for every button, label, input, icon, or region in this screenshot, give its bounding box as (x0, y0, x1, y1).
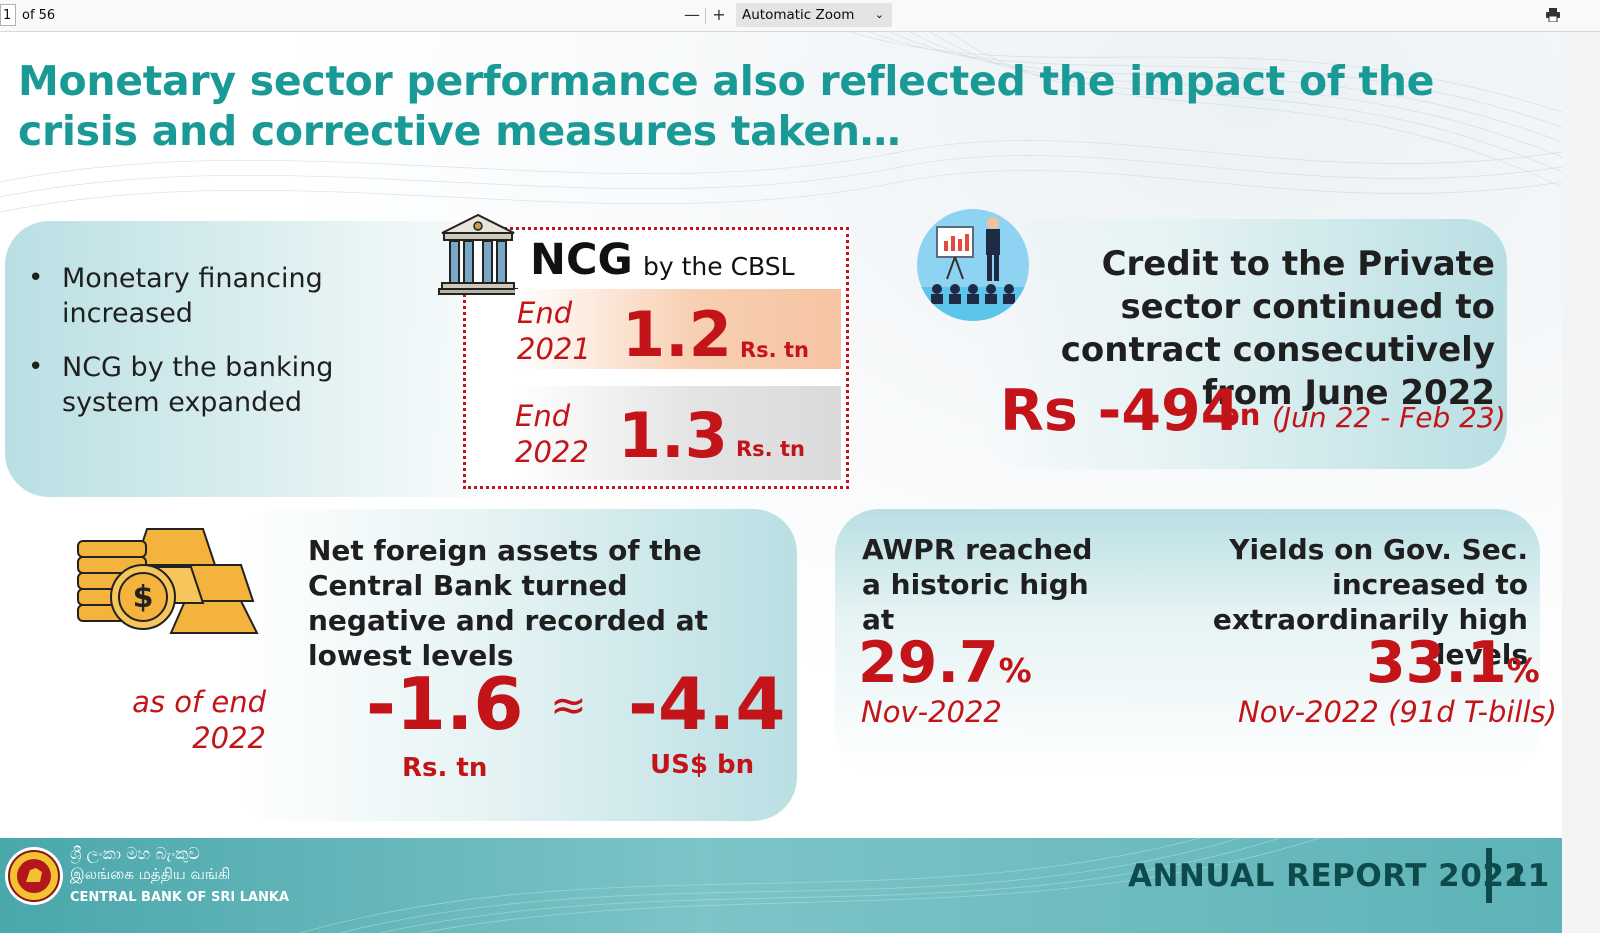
ncg-subtitle: by the CBSL (643, 252, 795, 281)
nfa-description: Net foreign assets of the Central Bank t… (308, 534, 708, 672)
nfa-value-rs: -1.6 (366, 662, 524, 746)
slide-page-number: 11 (1506, 858, 1550, 894)
awpr-value: 29.7% (858, 630, 1032, 696)
zoom-select[interactable]: Automatic Zoom ⌄ (736, 3, 892, 27)
bank-building-icon (438, 213, 518, 295)
credit-value: Rs -494 (1000, 378, 1241, 444)
yields-value: 33.1% (1366, 630, 1540, 696)
rates-panel (835, 509, 1540, 774)
monetary-bullet-list: Monetary financing increased NCG by the … (28, 261, 408, 439)
cbsl-emblem-icon (5, 847, 63, 905)
toolbar-separator (705, 8, 706, 24)
zoom-select-label: Automatic Zoom (742, 7, 855, 23)
slide-page: Monetary sector performance also reflect… (0, 32, 1562, 933)
bank-name-sinhala: ශ්‍රී ලංකා මහ බැංකුව (70, 844, 200, 863)
awpr-number: 29.7 (858, 630, 999, 696)
slide-headline: Monetary sector performance also reflect… (18, 57, 1435, 155)
presenter-icon (917, 209, 1029, 321)
ncg-row-label: End 2022 (515, 399, 589, 469)
page-number-input[interactable]: 1 (0, 4, 16, 26)
background-wave-lines (0, 32, 1562, 213)
footer-divider (1486, 848, 1492, 903)
credit-description: Credit to the Private sector continued t… (1060, 244, 1495, 413)
nfa-unit-rs: Rs. tn (402, 753, 488, 783)
ncg-row-2022 (515, 386, 841, 480)
awpr-date: Nov-2022 (861, 695, 1002, 729)
gold-coins-icon: $ (77, 528, 259, 634)
zoom-in-button[interactable]: + (712, 5, 726, 24)
svg-text:$: $ (133, 580, 154, 615)
ncg-row-unit: Rs. tn (736, 437, 805, 461)
pdf-toolbar: 1 of 56 — + Automatic Zoom ⌄ (0, 0, 1600, 32)
yields-date: Nov-2022 (91d T-bills) (1238, 695, 1557, 729)
slide-footer: ශ්‍රී ලංකා මහ බැංකුව இலங்கை மத்திய வங்கி… (0, 838, 1562, 933)
viewer-side-strip (1562, 32, 1600, 933)
ncg-title: NCG (530, 235, 633, 285)
ncg-row-value: 1.2 (622, 298, 732, 371)
approx-symbol: ≈ (550, 680, 587, 731)
nfa-value-usd: -4.4 (628, 662, 786, 746)
ncg-row-value: 1.3 (618, 399, 728, 472)
credit-period: (Jun 22 - Feb 23) (1272, 401, 1506, 434)
nfa-asof-label: as of end 2022 (132, 685, 266, 755)
footer-wave-lines (299, 838, 1321, 933)
ncg-row-label: End 2021 (517, 296, 591, 366)
nfa-panel (235, 509, 797, 821)
credit-panel (985, 219, 1507, 469)
print-icon[interactable] (1546, 8, 1560, 22)
page-count-label: of 56 (22, 8, 56, 23)
yields-description: Yields on Gov. Sec. increased to extraor… (1212, 533, 1528, 671)
ncg-row-unit: Rs. tn (740, 338, 809, 362)
nfa-unit-usd: US$ bn (650, 750, 755, 780)
percent-sign: % (1506, 651, 1540, 690)
bank-name-tamil: இலங்கை மத்திய வங்கி (70, 865, 231, 883)
chevron-down-icon: ⌄ (874, 8, 884, 21)
awpr-description: AWPR reached a historic high at (862, 533, 1093, 636)
bank-name-english: CENTRAL BANK OF SRI LANKA (70, 890, 290, 905)
bullet-item: Monetary financing increased (28, 261, 408, 331)
yields-number: 33.1 (1366, 630, 1507, 696)
bullet-item: NCG by the banking system expanded (28, 350, 408, 420)
percent-sign: % (998, 651, 1032, 690)
zoom-out-button[interactable]: — (684, 5, 700, 24)
annual-report-label: ANNUAL REPORT 2022 (1128, 858, 1527, 894)
credit-unit: bn (1219, 398, 1261, 432)
ncg-row-2021 (515, 289, 841, 369)
